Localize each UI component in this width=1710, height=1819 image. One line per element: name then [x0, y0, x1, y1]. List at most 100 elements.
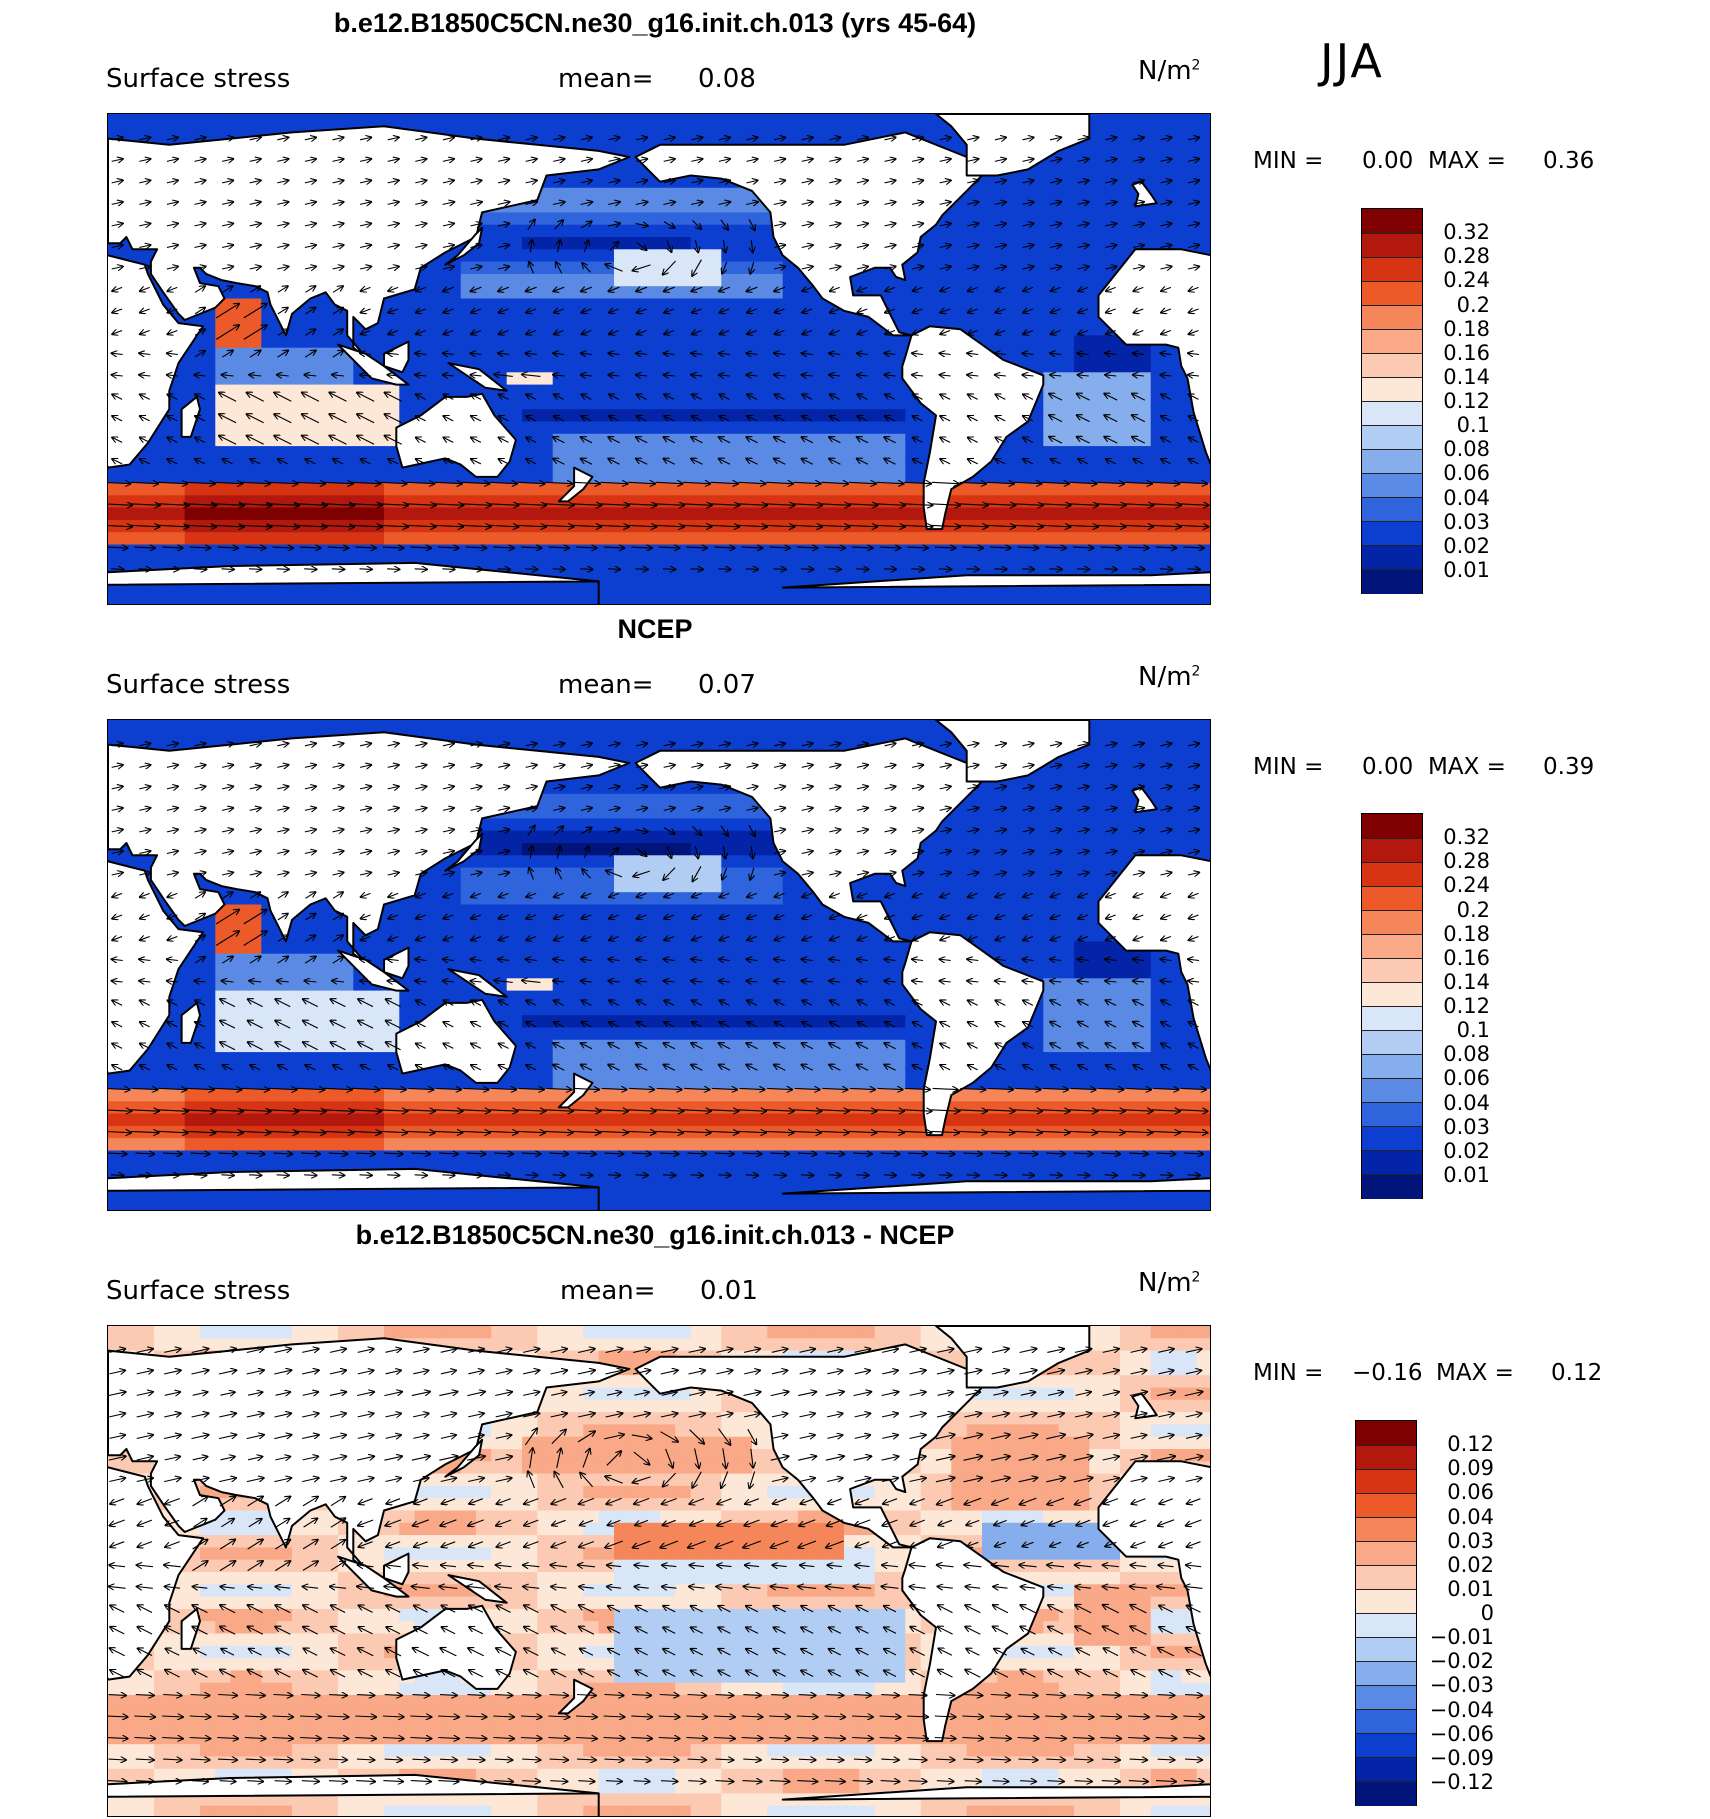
field-cell [491, 360, 508, 374]
field-cell [782, 310, 799, 324]
field-cell [798, 532, 815, 546]
field-cell [1181, 756, 1198, 770]
colorbar-tick-label: 0.18 [1443, 316, 1490, 341]
field-cell [736, 483, 753, 497]
field-cell [690, 720, 707, 734]
field-cell [1120, 793, 1137, 807]
field-cell [1166, 372, 1183, 386]
colorbar-swatch [1362, 497, 1422, 522]
field-cell [384, 470, 401, 484]
field-cell [1120, 556, 1137, 570]
field-cell [1104, 793, 1121, 807]
field-cell [1089, 793, 1106, 807]
field-cell [874, 507, 891, 521]
field-cell [752, 335, 769, 349]
field-cell [997, 187, 1014, 201]
panel-1-map [107, 113, 1211, 605]
field-cell [1166, 114, 1183, 128]
field-cell [338, 544, 355, 558]
field-cell [322, 495, 339, 509]
field-cell [445, 335, 462, 349]
field-cell [844, 495, 861, 509]
field-cell [1104, 806, 1121, 820]
field-cell [1089, 335, 1106, 349]
field-cell [813, 409, 830, 423]
field-cell [1089, 806, 1106, 820]
field-cell [1043, 335, 1060, 349]
field-cell [261, 593, 278, 604]
field-cell [353, 507, 370, 521]
field-cell [1120, 720, 1137, 734]
field-cell [568, 904, 585, 918]
field-cell [215, 347, 232, 361]
field-cell [1043, 830, 1060, 844]
field-cell [752, 507, 769, 521]
field-cell [982, 187, 999, 201]
field-cell [537, 200, 554, 214]
field-cell [138, 507, 155, 521]
field-cell [261, 507, 278, 521]
field-cell [920, 867, 937, 881]
field-cell [476, 483, 493, 497]
field-cell [491, 495, 508, 509]
field-cell [936, 273, 953, 287]
field-cell [782, 904, 799, 918]
field-cell [583, 224, 600, 238]
field-cell [537, 892, 554, 906]
field-cell [537, 347, 554, 361]
field-cell [614, 261, 631, 275]
field-cell [108, 720, 125, 734]
field-cell [200, 114, 217, 128]
field-cell [307, 310, 324, 324]
field-cell [644, 593, 661, 604]
field-cell [568, 446, 585, 460]
field-cell [706, 286, 723, 300]
field-cell [936, 286, 953, 300]
field-cell [706, 879, 723, 893]
field-cell [874, 532, 891, 546]
panel-2-map [107, 719, 1211, 1211]
field-cell [1058, 212, 1075, 226]
field-cell [675, 495, 692, 509]
field-cell [660, 581, 677, 595]
field-cell [598, 569, 615, 583]
field-cell [966, 212, 983, 226]
field-cell [276, 360, 293, 374]
field-cell [629, 212, 646, 226]
field-cell [123, 556, 140, 570]
field-cell [828, 446, 845, 460]
field-cell [184, 470, 201, 484]
field-cell [844, 421, 861, 435]
field-cell [767, 458, 784, 472]
field-cell [568, 720, 585, 734]
field-cell [246, 483, 263, 497]
field-cell [598, 532, 615, 546]
field-cell [675, 867, 692, 881]
field-cell [752, 581, 769, 595]
field-cell [1181, 843, 1198, 857]
field-cell [568, 892, 585, 906]
field-cell [506, 507, 523, 521]
field-cell [798, 310, 815, 324]
field-cell [1043, 224, 1060, 238]
field-cell [690, 470, 707, 484]
field-cell [644, 581, 661, 595]
field-cell [1089, 532, 1106, 546]
field-cell [690, 396, 707, 410]
field-cell [598, 483, 615, 497]
field-cell [629, 593, 646, 604]
field-cell [1166, 384, 1183, 398]
field-cell [798, 421, 815, 435]
field-cell [522, 879, 539, 893]
field-cell [522, 818, 539, 832]
field-cell [399, 114, 416, 128]
field-cell [690, 806, 707, 820]
field-cell [200, 720, 217, 734]
field-cell [813, 569, 830, 583]
field-cell [614, 483, 631, 497]
field-cell [368, 483, 385, 497]
field-cell [1089, 114, 1106, 128]
field-cell [414, 483, 431, 497]
field-cell [598, 867, 615, 881]
field-cell [1058, 347, 1075, 361]
